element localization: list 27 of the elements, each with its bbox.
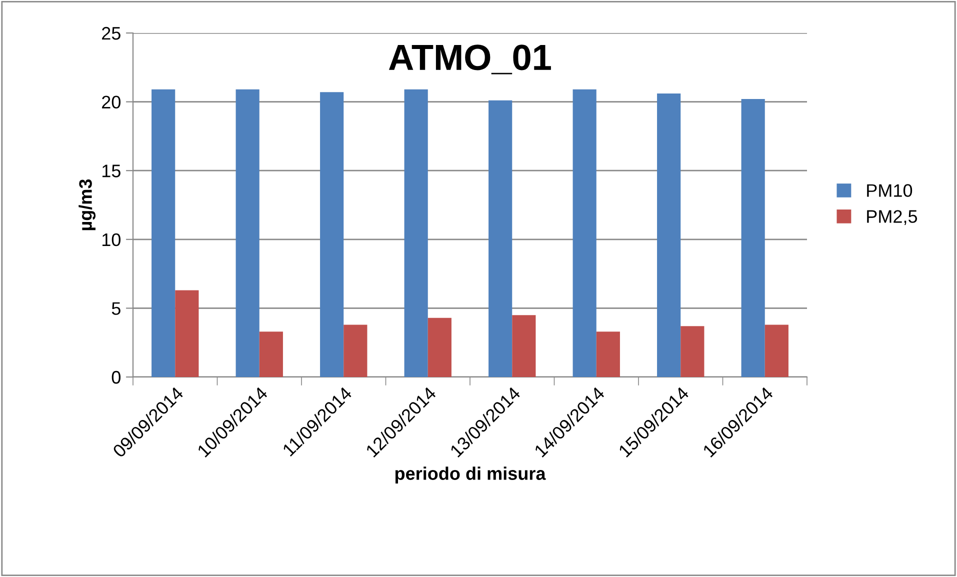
- bar: [404, 89, 428, 377]
- bar: [512, 315, 536, 377]
- bar: [488, 100, 512, 377]
- legend-label: PM2,5: [867, 210, 918, 226]
- y-tick-label: 0: [112, 370, 120, 384]
- bar: [236, 89, 260, 377]
- bar: [175, 290, 199, 377]
- bar: [764, 324, 788, 377]
- bar: [572, 89, 596, 377]
- y-tick-label: 5: [112, 302, 120, 315]
- y-tick-label: 15: [102, 164, 120, 178]
- y-tick-label: 20: [102, 96, 120, 109]
- bar: [741, 99, 765, 377]
- bar: [428, 318, 452, 377]
- y-tick-label: 25: [102, 26, 120, 40]
- y-axis-title: µg/m3: [78, 179, 96, 230]
- bar: [657, 94, 681, 377]
- bar: [680, 326, 704, 377]
- bar: [320, 92, 344, 377]
- bar: [344, 324, 368, 377]
- chart-title: ATMO_01: [388, 44, 551, 74]
- legend-label: PM10: [867, 184, 912, 197]
- bar: [152, 89, 176, 377]
- y-tick-label: 10: [102, 233, 120, 246]
- bar: [259, 332, 283, 377]
- bar: [596, 332, 620, 377]
- x-axis-title: periodo di misura: [395, 466, 546, 484]
